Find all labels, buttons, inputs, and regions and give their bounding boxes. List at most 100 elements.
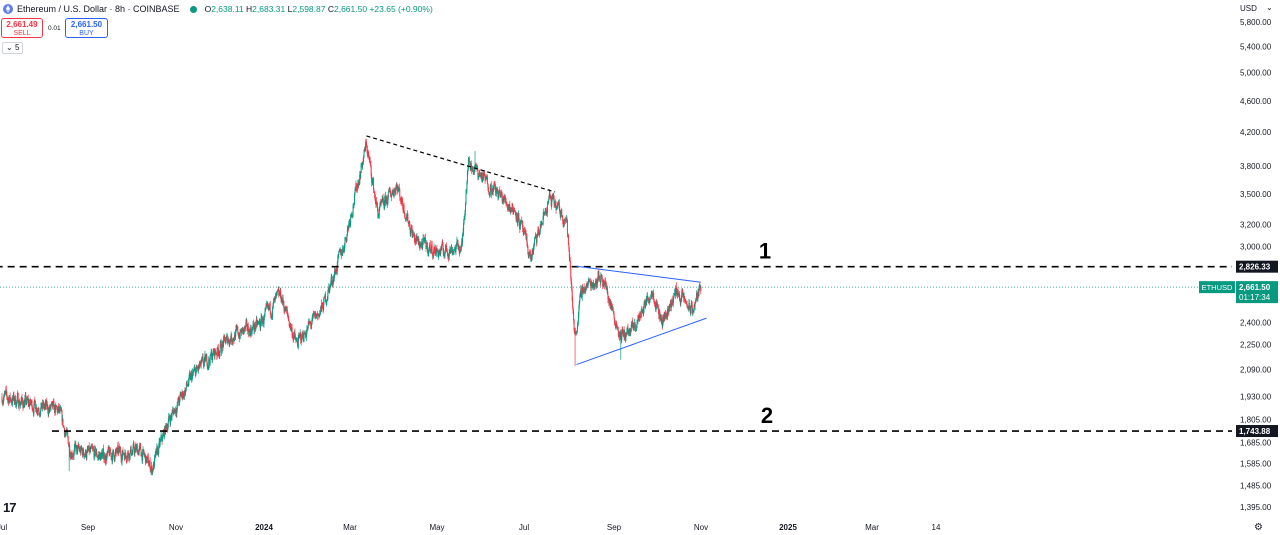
candle-body bbox=[468, 160, 469, 168]
indicators-toggle[interactable]: ⌄ 5 bbox=[2, 42, 23, 54]
candle-body bbox=[527, 247, 528, 254]
candle-body bbox=[432, 245, 433, 253]
candle-body bbox=[321, 303, 322, 309]
candle-body bbox=[441, 245, 442, 250]
candle-body bbox=[528, 255, 529, 258]
candle-body bbox=[83, 449, 84, 452]
symbol-title[interactable]: Ethereum / U.S. Dollar · 8h · COINBASE bbox=[17, 4, 180, 14]
candle-body bbox=[634, 325, 635, 328]
candle-body bbox=[436, 249, 437, 250]
y-tick-label: 1,805.00 bbox=[1240, 415, 1272, 424]
candle-body bbox=[90, 449, 91, 452]
y-tick-label: 1,585.00 bbox=[1240, 460, 1272, 469]
candle-body bbox=[516, 213, 517, 220]
chevron-down-icon[interactable]: ⌄ bbox=[1266, 3, 1273, 12]
bar-countdown-label: 01:17:34 bbox=[1239, 293, 1271, 302]
ticker-label: ETHUSD bbox=[1202, 283, 1233, 292]
candle-body bbox=[140, 444, 141, 449]
candle-body bbox=[572, 301, 573, 308]
x-tick-label: Jul bbox=[519, 523, 529, 532]
candle-body bbox=[86, 453, 87, 458]
candles-layer bbox=[2, 139, 702, 476]
x-tick-label: 14 bbox=[932, 523, 941, 532]
y-tick-label: 2,400.00 bbox=[1240, 318, 1272, 327]
x-tick-label: 2025 bbox=[779, 523, 797, 532]
current-price-label: 2,661.50 bbox=[1239, 283, 1271, 292]
y-tick-label: 1,685.00 bbox=[1240, 439, 1272, 448]
candle-body bbox=[618, 330, 619, 336]
level-price-label: 1,743.88 bbox=[1239, 427, 1271, 436]
candle-body bbox=[67, 432, 68, 436]
y-tick-label: 3,800.00 bbox=[1240, 162, 1272, 171]
x-tick-label: Sep bbox=[607, 523, 622, 532]
candle-body bbox=[360, 173, 361, 178]
candle-body bbox=[428, 248, 429, 252]
candle-body bbox=[134, 450, 135, 453]
candle-body bbox=[562, 217, 563, 221]
candle-body bbox=[469, 158, 470, 161]
candle-body bbox=[20, 404, 21, 405]
candle-body bbox=[333, 277, 334, 283]
candle-body bbox=[433, 251, 434, 256]
level-price-label: 2,826.33 bbox=[1239, 263, 1271, 272]
candle-body bbox=[613, 308, 614, 311]
tradingview-logo[interactable]: 17 bbox=[3, 500, 15, 515]
candle-body bbox=[229, 340, 230, 344]
currency-selector[interactable]: USD bbox=[1240, 4, 1257, 13]
descending-trendline[interactable] bbox=[366, 136, 555, 192]
candle-body bbox=[407, 214, 408, 221]
candle-body bbox=[205, 359, 206, 361]
candle-body bbox=[536, 238, 537, 243]
x-tick-label: Jul bbox=[0, 523, 7, 532]
candle-body bbox=[237, 327, 238, 333]
candle-body bbox=[450, 248, 451, 253]
candle-body bbox=[357, 186, 358, 190]
candle-body bbox=[264, 311, 265, 315]
candle-body bbox=[488, 187, 489, 192]
candle-body bbox=[351, 214, 352, 216]
gear-icon[interactable]: ⚙ bbox=[1254, 522, 1263, 533]
candle-body bbox=[133, 447, 134, 453]
buy-price: 2,661.50 bbox=[66, 20, 107, 29]
candle-body bbox=[356, 183, 357, 190]
triangle-upper-line[interactable] bbox=[576, 266, 700, 282]
triangle-lower-line[interactable] bbox=[576, 318, 706, 364]
y-tick-label: 1,485.00 bbox=[1240, 482, 1272, 491]
candle-body bbox=[304, 334, 305, 342]
x-tick-label: Mar bbox=[343, 523, 357, 532]
y-tick-label: 4,600.00 bbox=[1240, 97, 1272, 106]
candle-body bbox=[300, 333, 301, 340]
indicators-count: 5 bbox=[15, 43, 19, 52]
buy-label: BUY bbox=[79, 30, 93, 37]
y-tick-label: 4,200.00 bbox=[1240, 128, 1272, 137]
sell-button[interactable]: 2,661.49 SELL bbox=[1, 18, 43, 38]
candle-body bbox=[113, 450, 114, 452]
buy-button[interactable]: 2,661.50 BUY bbox=[65, 18, 108, 38]
x-tick-label: 2024 bbox=[255, 523, 273, 532]
ohlc-values: O2,638.11 H2,683.31 L2,598.87 C2,661.50 … bbox=[205, 4, 433, 14]
candle-body bbox=[228, 339, 229, 342]
candle-body bbox=[62, 419, 63, 426]
y-tick-label: 5,000.00 bbox=[1240, 69, 1272, 78]
chevron-down-icon: ⌄ bbox=[6, 43, 13, 52]
candle-body bbox=[414, 235, 415, 241]
candle-body bbox=[338, 251, 339, 254]
y-tick-label: 1,930.00 bbox=[1240, 393, 1272, 402]
candle-body bbox=[95, 447, 96, 454]
y-tick-label: 3,000.00 bbox=[1240, 242, 1272, 251]
candle-body bbox=[614, 314, 615, 318]
candle-body bbox=[636, 328, 637, 329]
candle-body bbox=[388, 192, 389, 197]
y-tick-label: 5,400.00 bbox=[1240, 42, 1272, 51]
candle-body bbox=[458, 246, 459, 250]
candle-body bbox=[648, 298, 649, 300]
y-tick-label: 2,090.00 bbox=[1240, 365, 1272, 374]
candle-body bbox=[37, 410, 38, 412]
close-value: 2,661.50 bbox=[334, 4, 367, 14]
candle-body bbox=[427, 243, 428, 250]
candle-body bbox=[162, 436, 163, 441]
y-tick-label: 5,800.00 bbox=[1240, 18, 1272, 27]
candle-body bbox=[122, 450, 123, 453]
legend-bar: Ethereum / U.S. Dollar · 8h · COINBASE O… bbox=[0, 0, 433, 18]
